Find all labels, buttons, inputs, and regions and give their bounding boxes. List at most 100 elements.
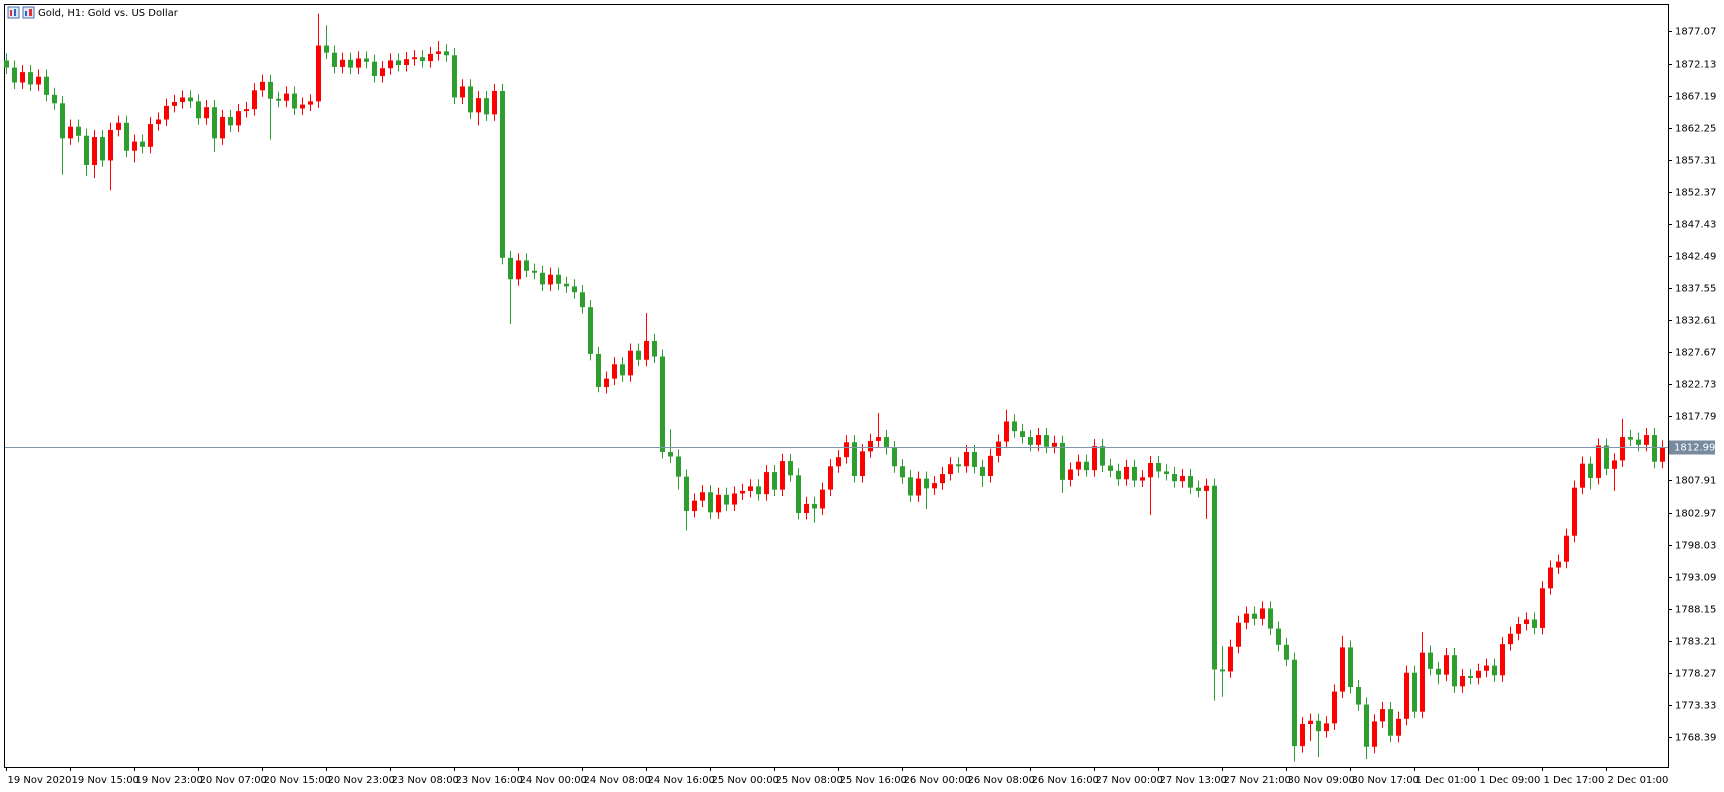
candle-body	[228, 116, 233, 126]
candle-body	[1196, 487, 1201, 491]
candle-body	[36, 76, 41, 85]
candle-body	[596, 353, 601, 388]
candle-body	[780, 461, 785, 490]
x-tick-label: 27 Nov 13:00	[1160, 775, 1227, 786]
candle-body	[1156, 463, 1161, 472]
candle-body	[1172, 474, 1177, 482]
y-tick-label: 1802.97	[1675, 509, 1716, 520]
candle-body	[804, 503, 809, 513]
candle-body	[332, 52, 337, 67]
last-price-label: 1812.99	[1674, 443, 1715, 454]
x-tick-label: 23 Nov 16:00	[456, 775, 523, 786]
candle-body	[1452, 655, 1457, 687]
candle-body	[44, 76, 49, 95]
candle-body	[572, 286, 577, 293]
candle-body	[348, 59, 353, 68]
candle-body	[1444, 655, 1449, 675]
candle-body	[372, 61, 377, 77]
candle-body	[324, 45, 329, 53]
candle-body	[60, 103, 65, 139]
candle-body	[212, 107, 217, 139]
x-tick-label: 25 Nov 08:00	[776, 775, 843, 786]
candle-body	[932, 483, 937, 489]
candle-body	[1276, 628, 1281, 645]
candle-body	[972, 451, 977, 467]
candle-body	[1476, 670, 1481, 678]
chart-icon	[7, 6, 35, 19]
candle-body	[764, 472, 769, 495]
candle-body	[1340, 647, 1345, 692]
candle-body	[508, 257, 513, 280]
icon-bar	[14, 9, 16, 16]
candle-body	[884, 437, 889, 449]
icon-bar	[29, 9, 32, 16]
candle-body	[140, 141, 145, 147]
candle-body	[716, 494, 721, 513]
candle-body	[988, 455, 993, 476]
y-tick-label: 1783.21	[1675, 637, 1716, 648]
candle-body	[12, 67, 17, 83]
y-tick-label: 1817.79	[1675, 412, 1716, 423]
x-tick-label: 25 Nov 16:00	[840, 775, 907, 786]
y-tick-label: 1832.61	[1675, 316, 1716, 327]
candle-body	[1308, 720, 1313, 725]
y-tick-label: 1773.33	[1675, 701, 1716, 712]
candle-body	[308, 101, 313, 105]
x-tick-label: 20 Nov 07:00	[200, 775, 267, 786]
candle-body	[1124, 466, 1129, 480]
candle-body	[732, 493, 737, 505]
candle-body	[340, 59, 345, 67]
chart-title: Gold, H1: Gold vs. US Dollar	[38, 8, 179, 19]
icon-box	[22, 6, 35, 19]
candle-body	[660, 356, 665, 452]
candle-body	[156, 119, 161, 125]
candle-body	[68, 126, 73, 139]
candle-body	[172, 102, 177, 106]
candle-body	[1612, 460, 1617, 469]
y-tick-label: 1807.91	[1675, 476, 1716, 487]
candle-body	[468, 86, 473, 113]
candle-body	[236, 111, 241, 126]
candle-body	[908, 477, 913, 496]
candle-body	[1116, 470, 1121, 480]
x-tick-label: 20 Nov 23:00	[328, 775, 395, 786]
candle-body	[852, 442, 857, 476]
candle-body	[500, 90, 505, 258]
candle-body	[980, 466, 985, 476]
candle-body	[1092, 446, 1097, 471]
candle-body	[380, 68, 385, 77]
y-tick-label: 1852.37	[1675, 188, 1716, 199]
candle-body	[1148, 463, 1153, 478]
icon-bar	[10, 10, 12, 16]
candle-body	[668, 451, 673, 457]
candle-body	[284, 93, 289, 101]
candle-body	[924, 478, 929, 489]
candle-body	[292, 93, 297, 109]
y-tick-label: 1827.67	[1675, 348, 1716, 359]
x-tick-label: 27 Nov 00:00	[1096, 775, 1163, 786]
candle-body	[652, 340, 657, 357]
candle-body	[900, 466, 905, 478]
candle-body	[412, 57, 417, 60]
candle-body	[948, 464, 953, 475]
candle-body	[812, 503, 817, 509]
x-tick-label: 19 Nov 2020	[8, 775, 72, 786]
candle-body	[1076, 461, 1081, 470]
candle-body	[1388, 709, 1393, 736]
candle-body	[892, 448, 897, 467]
candle-body	[1268, 608, 1273, 629]
candle-body	[1508, 633, 1513, 645]
candle-body	[196, 101, 201, 119]
candle-body	[452, 55, 457, 98]
candle-body	[700, 492, 705, 501]
candle-body	[532, 270, 537, 273]
candle-body	[684, 476, 689, 512]
y-tick-label: 1837.55	[1675, 284, 1716, 295]
candle-body	[1380, 709, 1385, 722]
candle-body	[356, 58, 361, 68]
candle-body	[748, 486, 753, 491]
candle-body	[1236, 622, 1241, 647]
candle-body	[956, 464, 961, 467]
x-tick-label: 2 Dec 01:00	[1608, 775, 1669, 786]
candle-body	[868, 440, 873, 452]
